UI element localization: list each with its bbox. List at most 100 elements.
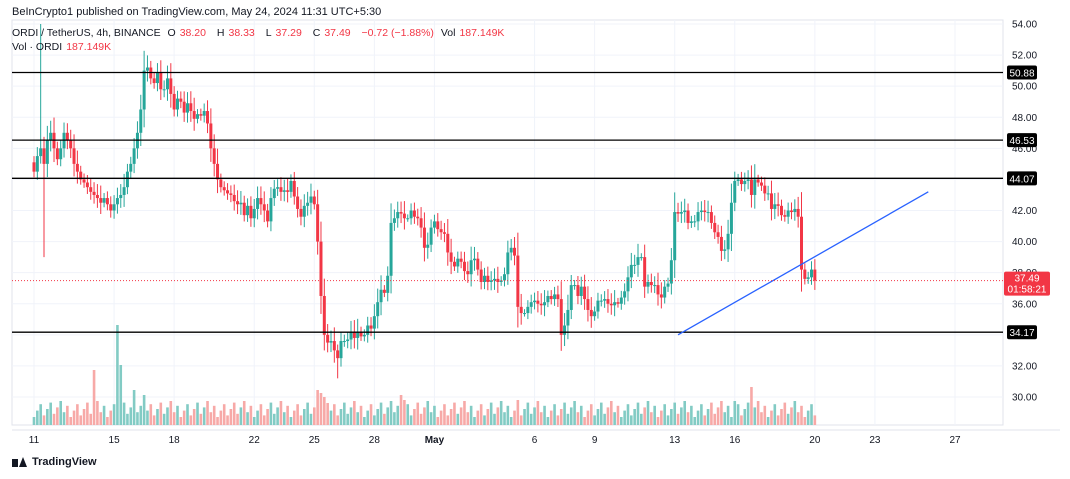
candle-body	[696, 212, 700, 222]
candle-body	[59, 148, 63, 160]
volume-bar	[69, 417, 73, 425]
candle-body	[439, 229, 443, 233]
candle-body	[336, 350, 340, 359]
candle-body	[75, 163, 79, 172]
volume-bar	[766, 417, 770, 425]
volume-bar	[786, 413, 790, 425]
candle-body	[39, 148, 43, 157]
volume-bar	[790, 407, 793, 425]
volume-bar	[770, 410, 773, 425]
volume-bar	[429, 412, 433, 425]
candle-body	[699, 210, 703, 213]
time-tick-label: 23	[869, 435, 881, 446]
volume-bar	[409, 415, 413, 425]
volume-bar	[276, 407, 279, 425]
volume-bar	[329, 410, 333, 425]
volume-bar	[136, 412, 139, 425]
candle-body	[312, 196, 316, 205]
candle-body	[649, 281, 653, 286]
candle-body	[266, 210, 270, 222]
candle-body	[452, 261, 456, 267]
volume-bar	[129, 407, 133, 425]
candle-body	[576, 285, 580, 296]
time-tick-label: 27	[949, 435, 961, 446]
candle-body	[276, 187, 280, 189]
candle-body	[596, 300, 600, 312]
price-tick-label: 32.00	[1012, 361, 1037, 372]
volume-bar	[439, 410, 443, 425]
volume-bar	[453, 402, 456, 425]
volume-bar	[680, 407, 683, 425]
candle-body	[573, 285, 577, 287]
candle-body	[693, 221, 697, 223]
volume-bar	[279, 401, 283, 425]
time-tick-label: 13	[669, 435, 681, 446]
candle-body	[559, 299, 563, 335]
volume-bar	[249, 405, 253, 425]
price-tick-label: 46.00	[1012, 144, 1037, 155]
volume-bar	[813, 415, 817, 425]
candle-body	[656, 285, 660, 295]
volume-bar	[646, 401, 650, 425]
volume-bar	[112, 404, 116, 425]
candle-body	[566, 309, 570, 326]
volume-bar	[676, 413, 680, 425]
tradingview-logo[interactable]: TradingView	[12, 456, 97, 468]
candle-body	[679, 212, 683, 214]
symbol-label[interactable]: ORDI / TetherUS, 4h, BINANCE	[12, 27, 161, 39]
volume-bar	[603, 413, 606, 425]
close-value: 37.49	[324, 27, 351, 39]
price-tick-label: 40.00	[1012, 237, 1037, 248]
candle-body	[339, 341, 343, 359]
volume-bar	[46, 409, 49, 425]
candle-body	[45, 140, 49, 164]
candle-body	[589, 309, 593, 317]
volume-bar	[232, 402, 236, 425]
volume-bar	[152, 415, 156, 425]
candle-body	[72, 148, 76, 164]
volume-bar	[99, 412, 103, 425]
volume-bar	[506, 405, 510, 425]
volume-bar	[449, 409, 453, 425]
volume-bar	[706, 409, 710, 425]
time-tick-label: 15	[109, 435, 121, 446]
candle-body	[329, 341, 333, 343]
candle-body	[212, 148, 216, 164]
last-price-badge	[1004, 271, 1050, 296]
candle-body	[35, 156, 39, 172]
candle-body	[129, 163, 133, 172]
volume-bar	[479, 404, 483, 425]
volume-bar	[36, 410, 39, 425]
price-tick-label: 52.00	[1012, 51, 1037, 62]
candle-body	[586, 299, 590, 310]
candle-body	[723, 249, 727, 251]
volume-bar	[526, 402, 530, 425]
candle-body	[499, 280, 503, 282]
candle-body	[753, 179, 757, 195]
volume-bar	[292, 410, 296, 425]
candle-body	[422, 227, 426, 248]
volume-bar	[683, 401, 687, 425]
volume-bar	[259, 404, 263, 425]
volume-bar	[346, 413, 349, 425]
candle-body	[676, 212, 680, 214]
volume-bar	[763, 405, 767, 425]
candle-body	[509, 247, 513, 253]
candle-body	[759, 182, 763, 186]
candle-body	[616, 302, 620, 304]
price-tick-label: 42.00	[1012, 206, 1037, 217]
volume-bar	[476, 410, 480, 425]
volume-bar	[226, 415, 229, 425]
volume-bar	[686, 412, 690, 425]
candle-body	[165, 78, 169, 90]
candle-body	[689, 221, 693, 223]
candle-body	[219, 179, 223, 188]
volume-bar	[700, 404, 703, 425]
volume-bar	[393, 412, 396, 425]
volume-bar	[109, 410, 113, 425]
candle-body	[169, 78, 173, 94]
candle-body	[352, 331, 356, 338]
trend-line[interactable]	[677, 191, 929, 336]
volume-bar	[162, 413, 166, 425]
